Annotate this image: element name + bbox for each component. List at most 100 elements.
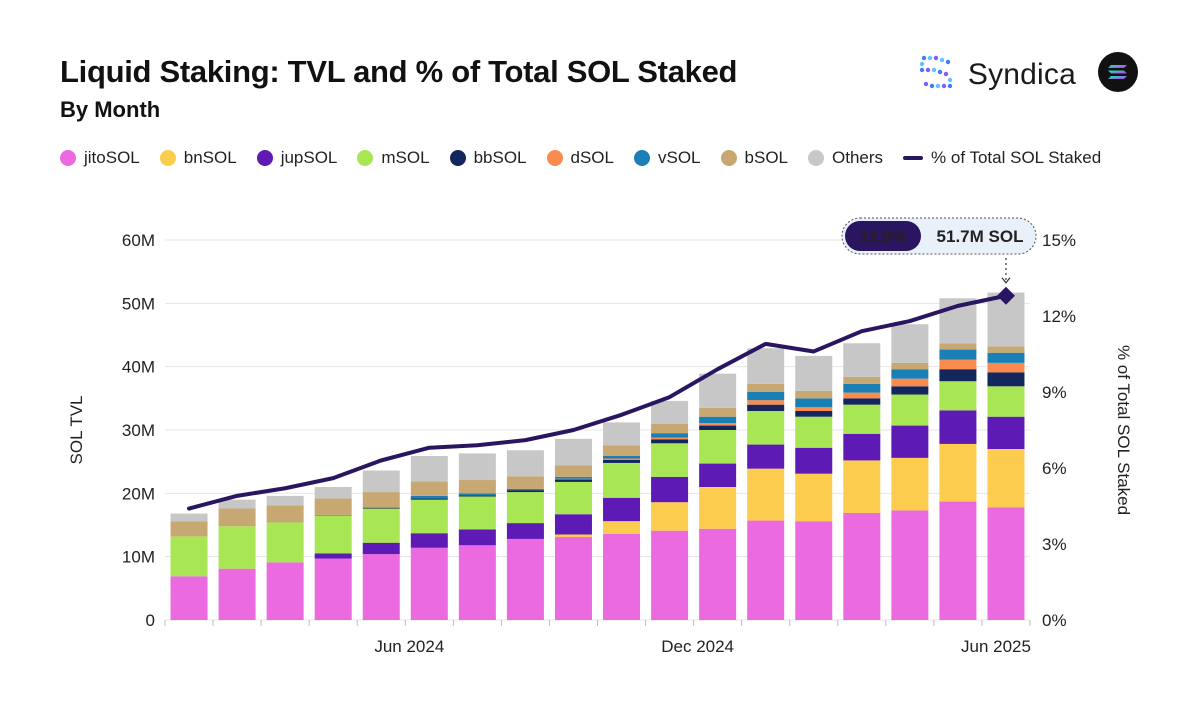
bar-segment-dsol — [987, 362, 1025, 373]
bar-segment-dsol — [554, 478, 592, 480]
bar-segment-bbsol — [651, 439, 689, 444]
bar-segment-others — [843, 343, 881, 377]
bar-segment-msol — [554, 481, 592, 515]
bar-segment-jitosol — [554, 537, 592, 620]
y-tick-label: 50M — [122, 294, 155, 313]
bar-segment-msol — [939, 381, 977, 411]
bar-segment-jupsol — [554, 514, 592, 535]
bar-segment-vsol — [939, 349, 977, 360]
bar-segment-jupsol — [987, 416, 1025, 449]
bar-segment-others — [891, 324, 929, 363]
bar-segment-bsol — [170, 521, 208, 537]
bar-segment-bsol — [554, 465, 592, 477]
bar-segment-bbsol — [506, 490, 544, 493]
bar-segment-jitosol — [314, 558, 352, 620]
bar-segment-jupsol — [843, 433, 881, 461]
y2-tick-label: 0% — [1042, 611, 1067, 630]
bar-segment-bbsol — [458, 495, 496, 497]
y-tick-label: 10M — [122, 548, 155, 567]
bar-segment-jitosol — [747, 520, 785, 620]
bar-segment-dsol — [795, 407, 833, 411]
y2-tick-label: 9% — [1042, 383, 1067, 402]
y2-tick-label: 15% — [1042, 231, 1076, 250]
bar-segment-vsol — [699, 416, 737, 424]
bar-segment-vsol — [603, 455, 641, 459]
bar-segment-msol — [795, 416, 833, 448]
bar-segment-jitosol — [891, 510, 929, 620]
bar-segment-msol — [603, 462, 641, 498]
bar-segment-bnsol — [939, 443, 977, 502]
legend-item-jitosol: jitoSOL — [60, 148, 140, 168]
annotation-tvl-label: 51.7M SOL — [937, 227, 1024, 246]
bar-segment-vsol — [458, 493, 496, 496]
bar-segment-vsol — [891, 369, 929, 379]
bar-segment-others — [747, 348, 785, 384]
bar-segment-jitosol — [603, 533, 641, 620]
bar-segment-jupsol — [314, 553, 352, 559]
bar-segment-bsol — [651, 423, 689, 434]
bar-segment-jitosol — [795, 521, 833, 620]
y2-tick-label: 12% — [1042, 307, 1076, 326]
bar-segment-bbsol — [795, 411, 833, 417]
bar-segment-bbsol — [843, 398, 881, 405]
bar-segment-others — [603, 422, 641, 446]
annotation-arrow-icon — [1001, 277, 1011, 284]
bar-segment-bnsol — [843, 460, 881, 513]
bar-segment-bnsol — [651, 502, 689, 531]
bar-segment-bsol — [795, 390, 833, 399]
bar-segment-jupsol — [891, 425, 929, 458]
bar-segment-bbsol — [987, 372, 1025, 387]
bar-segment-jupsol — [699, 463, 737, 487]
legend-label: vSOL — [658, 148, 701, 167]
x-tick-label: Jun 2025 — [961, 637, 1031, 656]
bar-segment-bbsol — [699, 425, 737, 430]
bar-segment-bbsol — [603, 459, 641, 463]
bar-segment-vsol — [506, 488, 544, 491]
bar-segment-bsol — [362, 492, 400, 508]
bar-segment-jitosol — [410, 547, 448, 620]
bar-segment-dsol — [699, 423, 737, 426]
bar-segment-jitosol — [458, 545, 496, 620]
legend-swatch — [903, 156, 924, 160]
legend-swatch — [357, 150, 374, 166]
bar-segment-msol — [651, 443, 689, 477]
bar-segment-msol — [170, 536, 208, 577]
bar-segment-jupsol — [603, 497, 641, 522]
bar-segment-msol — [699, 430, 737, 464]
bar-segment-others — [314, 487, 352, 499]
bar-segment-dsol — [747, 400, 785, 405]
legend-label: bnSOL — [183, 148, 237, 167]
legend-swatch — [808, 150, 825, 166]
bar-segment-jitosol — [987, 507, 1025, 620]
bar-segment-jupsol — [651, 476, 689, 503]
y2-tick-label: 6% — [1042, 459, 1067, 478]
legend-item-msol: mSOL — [357, 148, 430, 168]
bar-segment-bbsol — [362, 507, 400, 509]
bar-segment-jupsol — [795, 447, 833, 474]
bar-segment-jupsol — [506, 523, 544, 539]
legend-label: jitoSOL — [84, 148, 140, 167]
x-tick-label: Dec 2024 — [661, 637, 734, 656]
bar-segment-others — [506, 450, 544, 477]
x-tick-label: Jun 2024 — [374, 637, 444, 656]
bar-segment-vsol — [795, 398, 833, 408]
bar-segment-bsol — [891, 362, 929, 370]
y-tick-label: 40M — [122, 358, 155, 377]
legend-swatch — [634, 150, 650, 166]
annotation-marker — [996, 286, 1015, 305]
legend-label: mSOL — [381, 148, 430, 167]
bar-segment-bnsol — [603, 521, 641, 534]
bar-segment-bsol — [266, 505, 304, 523]
legend-item-bnsol: bnSOL — [159, 148, 237, 168]
bar-segment-vsol — [843, 383, 881, 393]
bar-segment-jupsol — [458, 529, 496, 546]
bar-segment-dsol — [843, 392, 881, 399]
legend-item-vsol: vSOL — [634, 148, 701, 168]
bar-segment-bnsol — [795, 473, 833, 522]
annotation-pct-pill — [845, 221, 921, 251]
bar-segment-others — [218, 499, 256, 509]
bar-segment-vsol — [747, 392, 785, 401]
bar-segment-bsol — [939, 343, 977, 350]
bar-segment-vsol — [987, 352, 1025, 363]
bar-segment-vsol — [314, 514, 352, 516]
